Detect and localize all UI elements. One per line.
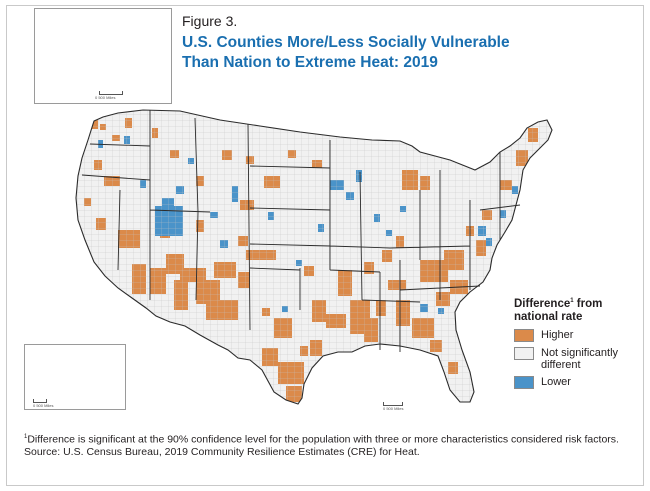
source-line: Source: U.S. Census Bureau, 2019 Communi…	[24, 445, 420, 458]
legend-title-word: Difference	[514, 297, 571, 310]
figure-frame	[6, 5, 644, 486]
legend-swatch-lower	[514, 375, 534, 389]
legend-item-higher: Higher	[514, 328, 644, 342]
figure-label: Figure 3.	[182, 13, 238, 29]
hawaii-scale-label: 0 500 Miles	[33, 403, 54, 408]
state-borders	[81, 110, 521, 352]
legend-title: Difference1 from national rate	[514, 295, 644, 324]
hawaii-scalebar	[33, 399, 47, 403]
conus-scalebar	[383, 402, 403, 406]
legend-item-lower: Lower	[514, 375, 644, 389]
legend-item-not-significant: Not significantly different	[514, 346, 644, 371]
legend-title-sup: 1	[570, 298, 574, 304]
legend-swatch-not-significant	[514, 346, 534, 360]
conus-scale-label: 0 500 Miles	[383, 406, 404, 411]
title-line-2: Than Nation to Extreme Heat: 2019	[182, 54, 438, 71]
footnote-text: 1Difference is significant at the 90% co…	[24, 431, 634, 446]
alaska-scale-label: 0 500 Miles	[95, 95, 116, 100]
map-title: U.S. Counties More/Less Socially Vulnera…	[182, 33, 602, 73]
alaska-inset: 0 500 Miles	[34, 8, 172, 104]
footnote-marker: 1	[24, 434, 28, 440]
alaska-scalebar	[99, 91, 123, 95]
legend-title-rest: from national rate	[514, 297, 603, 323]
legend-label-lower: Lower	[541, 375, 571, 388]
legend-label-not-significant: Not significantly different	[541, 346, 619, 371]
footnote: 1Difference is significant at the 90% co…	[24, 431, 634, 458]
footnote-body: Difference is significant at the 90% con…	[27, 433, 619, 446]
legend-label-higher: Higher	[541, 328, 574, 341]
legend-swatch-higher	[514, 328, 534, 342]
legend: Difference1 from national rate Higher No…	[514, 295, 644, 389]
hawaii-inset: 0 500 Miles	[24, 344, 126, 410]
title-line-1: U.S. Counties More/Less Socially Vulnera…	[182, 34, 510, 51]
